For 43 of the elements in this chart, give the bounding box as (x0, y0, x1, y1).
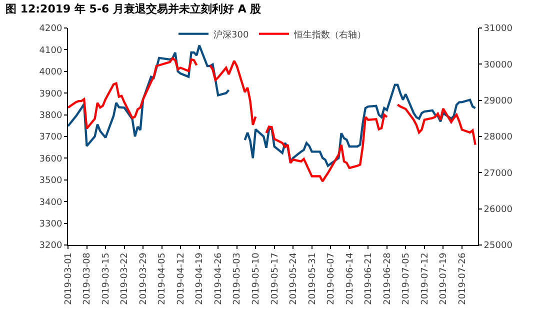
y2-tick-label: 27000 (484, 168, 513, 179)
legend-label: 沪深300 (214, 29, 249, 40)
x-tick-label: 2019-05-03 (232, 252, 243, 305)
x-tick-label: 2019-06-28 (382, 252, 393, 305)
x-tick-label: 2019-04-12 (176, 252, 186, 305)
legend-label: 恒生指数（右轴） (292, 29, 366, 40)
x-tick-label: 2019-03-22 (120, 252, 130, 305)
y2-tick-label: 31000 (484, 24, 513, 34)
chart-title: 图 12:2019 年 5-6 月衰退交易并未立刻利好 A 股 (6, 2, 262, 16)
y-tick-label: 3200 (39, 241, 62, 252)
x-tick-label: 2019-03-29 (138, 252, 149, 305)
x-tick-label: 2019-05-24 (289, 252, 300, 305)
y2-tick-label: 28000 (484, 132, 513, 143)
x-tick-label: 2019-03-08 (82, 252, 93, 305)
x-tick-label: 2019-06-07 (326, 252, 337, 305)
x-tick-label: 2019-04-26 (214, 252, 224, 305)
y-tick-label: 3300 (39, 219, 62, 230)
x-tick-label: 2019-04-19 (195, 252, 206, 305)
y-tick-label: 4000 (39, 68, 62, 78)
y2-tick-label: 25000 (484, 241, 513, 252)
y-tick-label: 3500 (39, 176, 62, 186)
x-tick-label: 2019-06-21 (364, 252, 374, 305)
x-tick-label: 2019-06-14 (345, 252, 356, 305)
x-tick-label: 2019-03-01 (64, 252, 74, 305)
x-tick-label: 2019-05-17 (270, 252, 280, 305)
y-tick-label: 4100 (39, 46, 62, 56)
y2-tick-label: 30000 (484, 60, 513, 70)
x-tick-label: 2019-05-10 (252, 252, 262, 305)
x-tick-label: 2019-07-19 (439, 252, 450, 305)
x-tick-label: 2019-03-15 (101, 252, 112, 305)
y-tick-label: 3800 (39, 110, 62, 121)
x-tick-label: 2019-05-31 (308, 252, 318, 305)
x-tick-label: 2019-04-05 (158, 252, 168, 305)
y-tick-label: 3400 (39, 198, 62, 208)
y-tick-label: 3900 (39, 89, 62, 100)
y2-tick-label: 26000 (484, 204, 513, 215)
y-tick-label: 4200 (39, 24, 62, 34)
y2-tick-label: 29000 (484, 96, 513, 106)
y-tick-label: 3600 (39, 154, 62, 164)
y-tick-label: 3700 (39, 132, 62, 143)
x-tick-label: 2019-07-05 (402, 252, 412, 305)
x-tick-label: 2019-07-26 (458, 252, 468, 305)
x-tick-label: 2019-07-12 (420, 252, 430, 305)
